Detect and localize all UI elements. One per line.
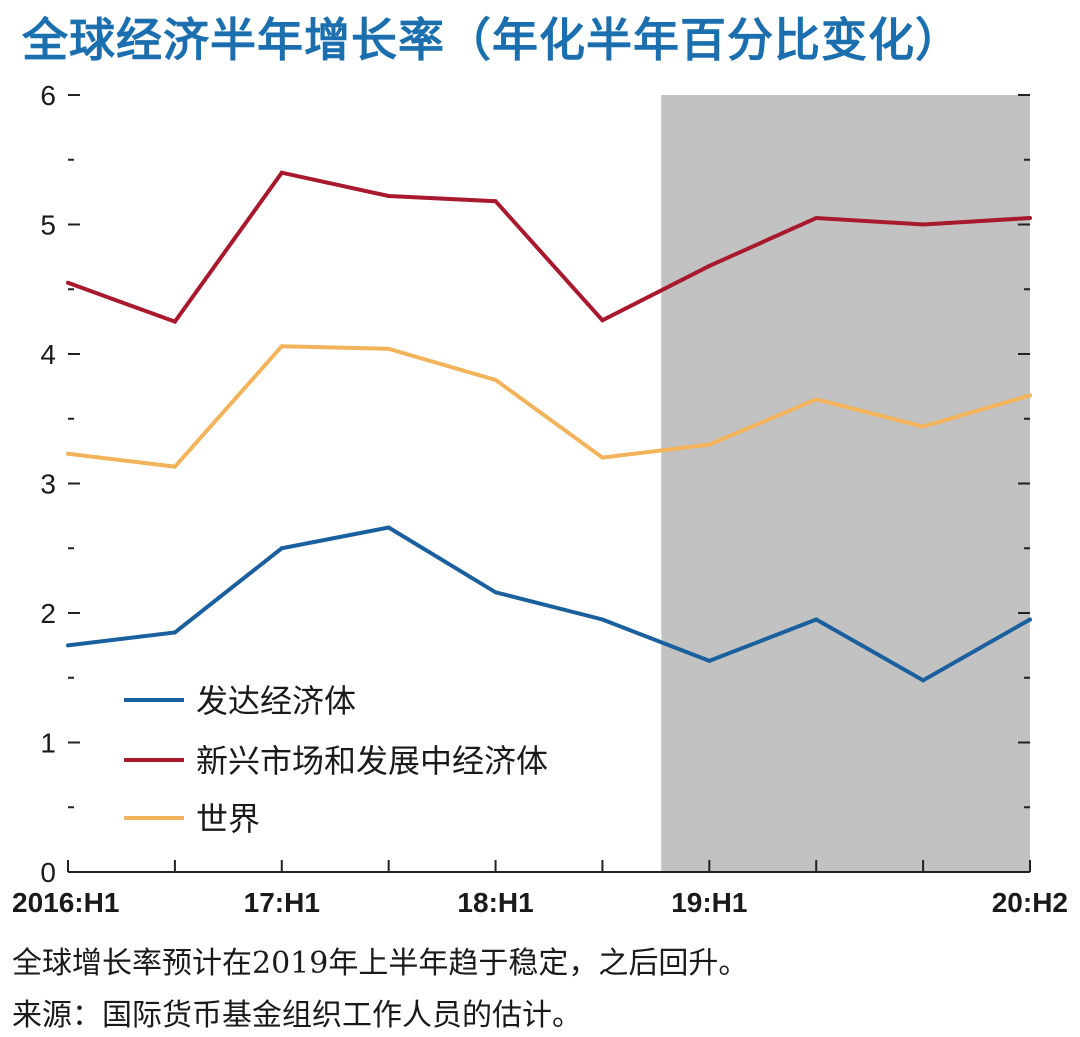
x-tick-label: 18:H1 xyxy=(457,887,533,918)
data-point xyxy=(1028,216,1032,221)
data-point xyxy=(172,630,177,635)
y-tick-label: 3 xyxy=(40,469,56,500)
x-tick-label: 2016:H1 xyxy=(12,887,119,918)
projection-shade xyxy=(661,95,1030,872)
chart-title: 全球经济半年增长率（年化半年百分比变化） xyxy=(22,13,962,67)
data-point xyxy=(279,170,284,175)
data-point xyxy=(386,346,391,351)
x-tick-label: 17:H1 xyxy=(244,887,320,918)
data-point xyxy=(814,617,819,622)
series-line-1 xyxy=(67,170,1031,325)
series-line-0 xyxy=(67,525,1031,683)
data-point xyxy=(814,397,819,402)
line-chart: 0 1 2 3 4 5 6 2016:H1 17:H1 18:H1 19:H1 20:H2 发达经济体… xyxy=(12,80,1068,918)
data-point xyxy=(814,216,819,221)
data-point xyxy=(66,643,70,648)
data-point xyxy=(172,319,177,324)
y-tick-label: 4 xyxy=(40,339,56,370)
data-point xyxy=(66,280,70,285)
y-tick-label: 0 xyxy=(40,857,56,888)
y-tick-label: 5 xyxy=(40,210,56,241)
data-point xyxy=(493,199,498,204)
series-line-2 xyxy=(67,344,1031,469)
data-point xyxy=(600,318,605,323)
data-point xyxy=(600,455,605,460)
data-point xyxy=(386,194,391,199)
data-point xyxy=(921,222,926,227)
legend-label: 新兴市场和发展中经济体 xyxy=(196,742,548,780)
data-point xyxy=(386,525,391,530)
data-point xyxy=(921,424,926,429)
data-point xyxy=(707,658,712,663)
data-point xyxy=(279,344,284,349)
legend-label: 世界 xyxy=(196,800,260,838)
data-point xyxy=(707,263,712,268)
y-tick-label: 2 xyxy=(40,598,56,629)
data-point xyxy=(1028,393,1032,398)
data-point xyxy=(707,442,712,447)
data-point xyxy=(279,546,284,551)
x-tick-label: 20:H2 xyxy=(992,887,1068,918)
y-tick-label: 1 xyxy=(40,728,56,759)
source-note: 来源：国际货币基金组织工作人员的估计。 xyxy=(12,998,582,1033)
legend-label: 发达经济体 xyxy=(196,682,356,720)
data-point xyxy=(493,590,498,595)
data-point xyxy=(172,464,177,469)
data-point xyxy=(66,451,70,456)
x-tick-label: 19:H1 xyxy=(671,887,747,918)
data-point xyxy=(493,377,498,382)
data-point xyxy=(1028,617,1032,622)
y-tick-label: 6 xyxy=(40,80,56,111)
footnote: 全球增长率预计在2019年上半年趋于稳定，之后回升。 xyxy=(12,946,749,981)
data-point xyxy=(600,617,605,622)
data-point xyxy=(921,678,926,683)
